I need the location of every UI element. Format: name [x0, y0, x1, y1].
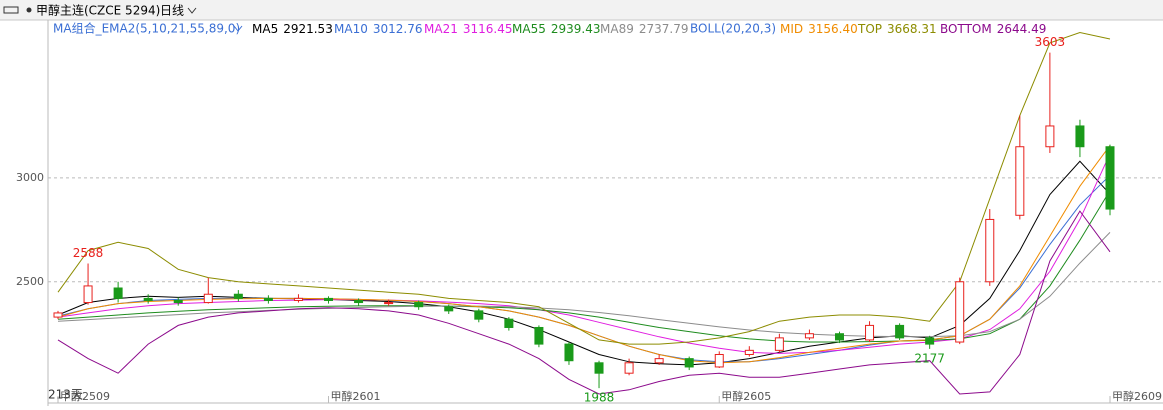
candle-body: [624, 362, 634, 374]
candle-body: [804, 333, 814, 339]
candle-body: [684, 358, 694, 368]
candle-body: [203, 293, 213, 304]
indicator-line: [57, 174, 1111, 363]
candle-body: [834, 333, 844, 341]
legend-value: 3116.45: [463, 22, 513, 36]
candle-body: [173, 299, 183, 304]
legend-name: TOP: [857, 22, 882, 36]
candle-body: [53, 312, 63, 318]
legend-entry: MA21 3116.45: [424, 22, 512, 36]
candle-body: [504, 318, 514, 328]
legend-value: 2921.53: [283, 22, 333, 36]
candle-body: [534, 326, 544, 345]
candle-body: [985, 218, 995, 283]
candle-body: [414, 302, 424, 308]
indicator-line: [57, 31, 1111, 345]
legend-value: 3012.76: [373, 22, 423, 36]
candle-body: [774, 337, 784, 351]
legend-name: BOTTOM: [940, 22, 992, 36]
indicator-line: [57, 160, 1111, 366]
candle-body: [1045, 125, 1055, 148]
legend-name: MA5: [252, 22, 278, 36]
candle-body: [293, 297, 303, 301]
legend-entry: TOP 3668.31: [857, 22, 937, 36]
candle-body: [594, 362, 604, 374]
legend-value: 2644.49: [997, 22, 1047, 36]
indicator-line: [57, 145, 1111, 364]
legend-name: MID: [780, 22, 803, 36]
candle-body: [1105, 146, 1115, 210]
indicator-line: [57, 153, 1111, 354]
candle-body: [564, 343, 574, 362]
candle-body: [474, 310, 484, 320]
candle-body: [143, 297, 153, 301]
plot: 2500 3000 甲醇2509 甲醇2601 甲醇2605 甲醇2609 2588 3603…: [16, 31, 1163, 405]
candle-body: [324, 297, 334, 301]
indicator-line: [57, 190, 1111, 343]
candle-body: [955, 281, 965, 343]
extreme-label: 3603: [1035, 35, 1066, 49]
boll-label[interactable]: BOLL(20,20,3): [690, 22, 776, 36]
legend-name: MA55: [512, 22, 546, 36]
candle-body: [113, 287, 123, 299]
bullet-icon: [26, 7, 32, 13]
candle-body: [384, 302, 394, 305]
candle-body: [83, 285, 93, 304]
toolbar-icon[interactable]: [3, 6, 19, 14]
legend-entry: MA5 2921.53: [252, 22, 333, 36]
period-label[interactable]: 日线: [160, 4, 184, 18]
symbol-title[interactable]: 甲醇主连(CZCE 5294): [36, 3, 160, 18]
candle-body: [714, 353, 724, 368]
legend-value: 2939.43: [551, 22, 601, 36]
extreme-label: 1988: [584, 391, 615, 405]
y-tick-label: 3000: [16, 171, 44, 184]
toolbar: [0, 0, 1163, 20]
legend-entry: BOTTOM 2644.49: [940, 22, 1046, 36]
x-tick-label: 甲醇2601: [331, 389, 381, 403]
candle-body: [1075, 125, 1085, 148]
ma-dropdown[interactable]: [233, 25, 243, 32]
period-dropdown[interactable]: [187, 7, 197, 14]
candle-body: [654, 358, 664, 364]
extreme-label: 2177: [914, 351, 945, 365]
indicator-line: [57, 210, 1111, 395]
ma-group-label[interactable]: MA组合_EMA2(5,10,21,55,89,0): [53, 21, 240, 36]
legend-entry: MA89 2737.79: [600, 22, 688, 36]
legend-value: 3668.31: [887, 22, 937, 36]
legend-entry: MID 3156.40: [780, 22, 858, 36]
candle-body: [1015, 146, 1025, 216]
bar-count: 213天: [48, 388, 83, 402]
candle-body: [865, 324, 875, 341]
legend-value: 3156.40: [808, 22, 858, 36]
candle-body: [354, 299, 364, 304]
candle-body: [444, 306, 454, 312]
x-tick-label: 甲醇2605: [721, 389, 771, 403]
x-tick-label: 甲醇2609: [1112, 389, 1162, 403]
candle-body: [744, 349, 754, 355]
candle-body: [895, 324, 905, 339]
legend-entry: MA55 2939.43: [512, 22, 600, 36]
y-tick-label: 2500: [16, 275, 44, 288]
legend-value: 2737.79: [639, 22, 689, 36]
candle-body: [925, 337, 935, 345]
indicator-line: [57, 232, 1111, 338]
extreme-label: 2588: [73, 246, 104, 260]
legend-entry: MA10 3012.76: [334, 22, 422, 36]
candle-body: [263, 297, 273, 301]
legend-name: MA89: [600, 22, 634, 36]
candle-body: [233, 293, 243, 299]
legend-name: MA21: [424, 22, 458, 36]
legend-name: MA10: [334, 22, 368, 36]
x-tick-label: 甲醇2509: [60, 389, 110, 403]
